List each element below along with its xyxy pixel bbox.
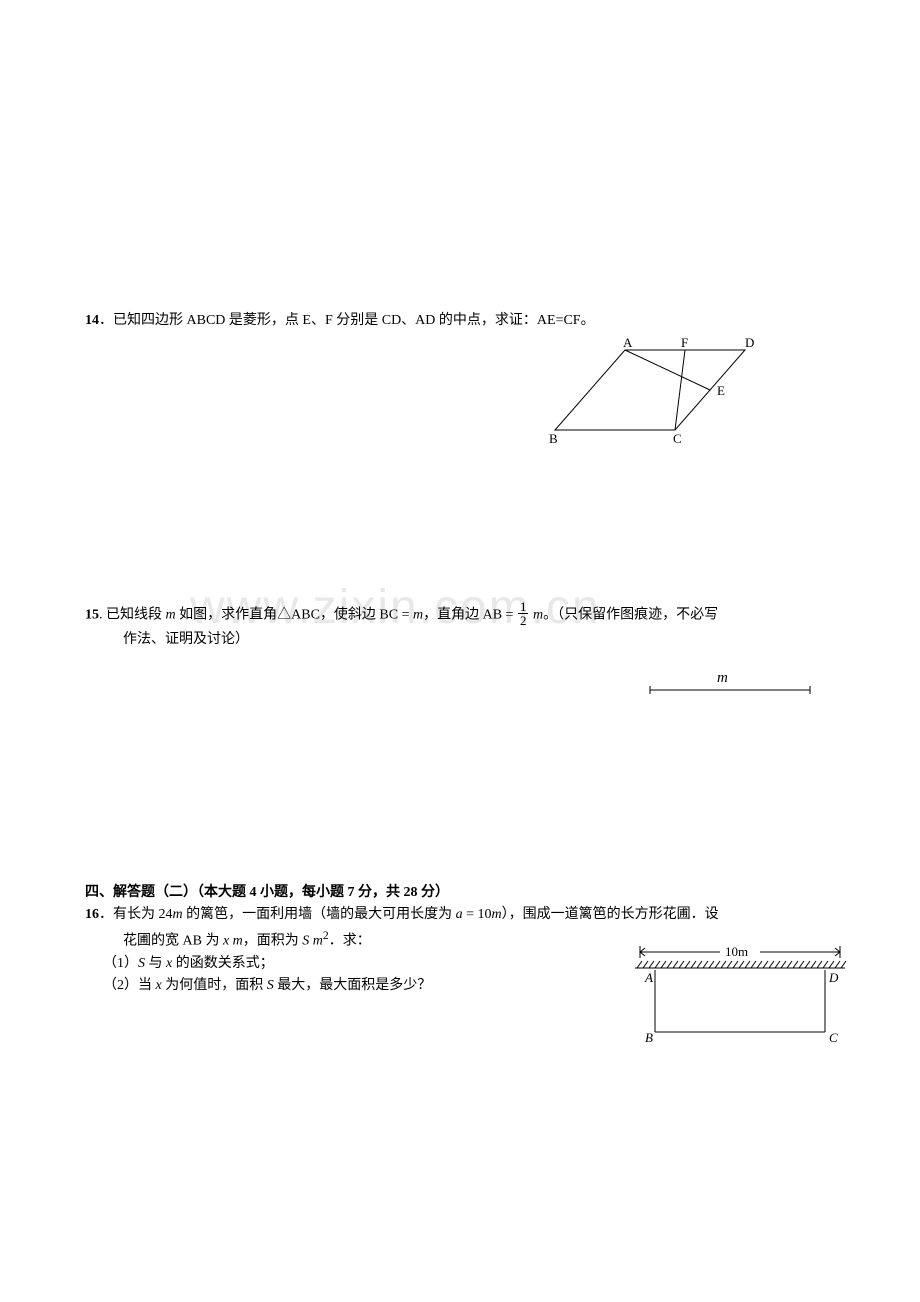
text: （1）: [103, 956, 138, 971]
svg-text:D: D: [745, 335, 754, 350]
text: 。（只保留作图痕迹，不必写: [543, 608, 718, 623]
text: ．求：: [329, 933, 371, 948]
text: （2）当: [103, 978, 156, 993]
text: 的篱笆，一面利用墙（墙的最大可用长度为: [183, 907, 456, 922]
text-line2: 作法、证明及讨论）: [85, 629, 835, 651]
text: 如图，求作直角△ABC，使斜边 BC =: [176, 608, 413, 623]
var-x: x m: [223, 933, 243, 948]
problem-text: ．已知四边形 ABCD 是菱形，点 E、F 分别是 CD、AD 的中点，求证：A…: [99, 313, 595, 328]
svg-text:m: m: [717, 670, 728, 686]
section-header: 四、解答题（二）（本大题 4 小题，每小题 7 分，共 28 分）: [85, 882, 835, 904]
var-m: m: [492, 907, 502, 922]
svg-text:A: A: [623, 335, 633, 350]
svg-text:10m: 10m: [725, 944, 748, 959]
text: 花圃的宽 AB 为: [123, 933, 223, 948]
var-m: m: [173, 907, 183, 922]
var-m: m: [533, 608, 543, 623]
problem-14: 14．已知四边形 ABCD 是菱形，点 E、F 分别是 CD、AD 的中点，求证…: [85, 310, 835, 332]
problem-15: 15. 已知线段 m 如图，求作直角△ABC，使斜边 BC = m，直角边 AB…: [85, 602, 835, 651]
problem-number: 16: [85, 907, 99, 922]
svg-text:F: F: [681, 335, 688, 350]
section-4: 四、解答题（二）（本大题 4 小题，每小题 7 分，共 28 分） 16．有长为…: [85, 882, 835, 998]
svg-text:D: D: [828, 970, 839, 985]
var-m: m: [166, 608, 176, 623]
problem-number: 14: [85, 313, 99, 328]
text: 为何值时，面积: [162, 978, 267, 993]
svg-text:A: A: [644, 970, 653, 985]
text: ．有长为 24: [99, 907, 173, 922]
var-S: S m: [302, 933, 323, 948]
problem-16: 16．有长为 24m 的篱笆，一面利用墙（墙的最大可用长度为 a = 10m），…: [85, 904, 835, 997]
text: . 已知线段: [99, 608, 166, 623]
svg-text:C: C: [673, 431, 682, 446]
fraction: 12: [518, 600, 529, 627]
svg-text:E: E: [717, 383, 725, 398]
text: 与: [145, 956, 166, 971]
text: ，面积为: [243, 933, 303, 948]
text: 最大，最大面积是多少？: [274, 978, 432, 993]
text: ），围成一道篱笆的长方形花圃．设: [502, 907, 719, 922]
figure-16: 10m A D B C: [625, 942, 855, 1052]
svg-text:B: B: [645, 1030, 653, 1045]
problem-number: 15: [85, 608, 99, 623]
text: = 10: [463, 907, 492, 922]
text: ，直角边 AB =: [423, 608, 517, 623]
var-S: S: [267, 978, 274, 993]
figure-15: m: [645, 670, 815, 700]
var-S: S: [138, 956, 145, 971]
var-a: a: [456, 907, 463, 922]
svg-text:C: C: [829, 1030, 838, 1045]
var-m: m: [413, 608, 423, 623]
figure-14: A F D E B C: [545, 335, 775, 455]
text: 的函数关系式；: [172, 956, 274, 971]
svg-text:B: B: [549, 431, 558, 446]
